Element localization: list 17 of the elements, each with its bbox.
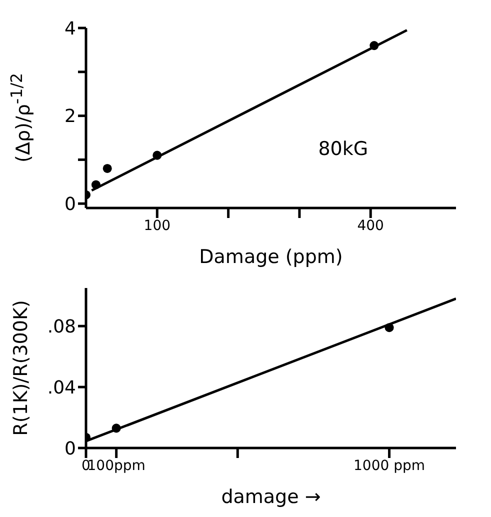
y-tick-label: 2: [64, 106, 76, 128]
point: [370, 41, 379, 50]
y-tick-label: 4: [64, 18, 76, 40]
y-axis-title: R(1K)/R(300K): [10, 300, 32, 436]
x-axis-title: Damage (ppm): [198, 246, 344, 268]
y-tick-label: .04: [47, 377, 76, 398]
y-tick-label: 0: [64, 194, 76, 215]
y-tick-label: 0: [64, 438, 76, 460]
point: [91, 180, 100, 190]
point: [152, 150, 162, 160]
point: [102, 164, 112, 173]
x-tick-label: 400: [357, 218, 384, 234]
y-tick-label: .08: [47, 316, 76, 338]
x-tick-label: 1000 ppm: [354, 458, 426, 474]
annotation: 80kG: [318, 138, 368, 160]
x-axis-title: damage →: [220, 486, 322, 508]
x-tick-label: 100: [144, 218, 171, 234]
